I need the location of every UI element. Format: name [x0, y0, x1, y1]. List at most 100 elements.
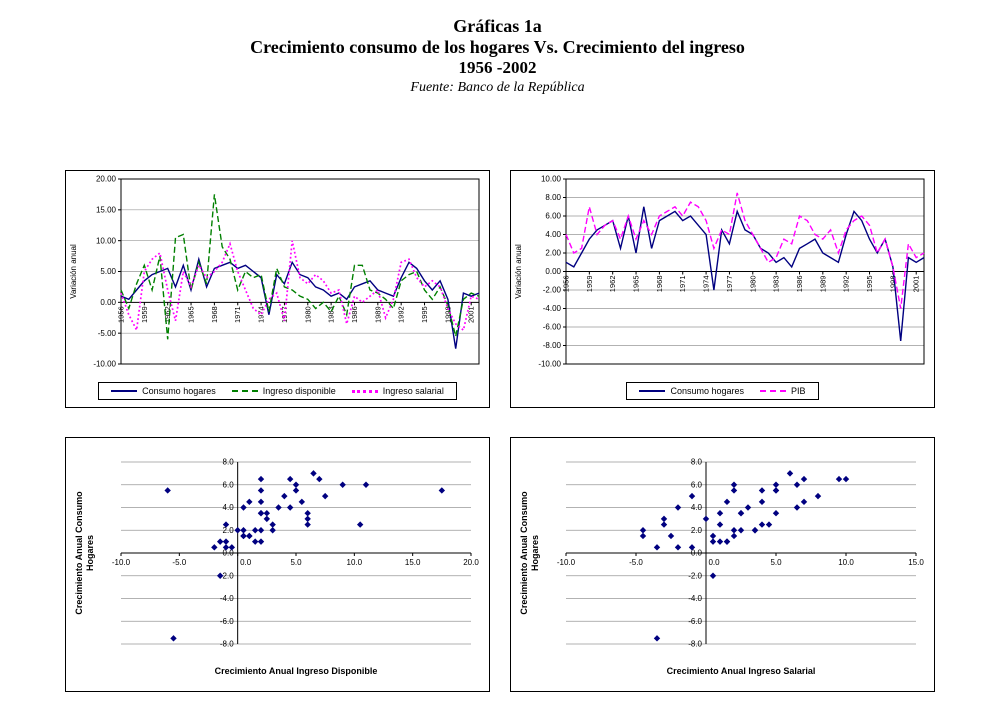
svg-text:-6.00: -6.00	[543, 323, 562, 332]
svg-text:5.0: 5.0	[290, 558, 302, 567]
svg-text:2.0: 2.0	[223, 526, 235, 535]
svg-text:1974: 1974	[702, 276, 711, 293]
legend-line-sample-dashed	[760, 390, 787, 392]
svg-text:Hogares: Hogares	[85, 535, 95, 571]
svg-text:1971: 1971	[678, 276, 687, 293]
legend-row: Consumo hogares PIB	[511, 382, 934, 400]
svg-text:Variación anual: Variación anual	[514, 244, 523, 299]
svg-text:0.0: 0.0	[240, 558, 252, 567]
svg-text:1998: 1998	[888, 276, 897, 293]
svg-text:6.0: 6.0	[691, 480, 703, 489]
svg-text:1992: 1992	[842, 276, 851, 293]
legend-label: Ingreso salarial	[382, 386, 444, 396]
svg-text:1998: 1998	[443, 306, 452, 323]
svg-text:1989: 1989	[818, 276, 827, 293]
line-chart-consumo-vs-pib: 10.00 8.00 6.00 4.00 2.00 0.00 -2.00 -4.00 -6.00…	[510, 170, 935, 408]
svg-text:1983: 1983	[772, 276, 781, 293]
svg-text:-8.0: -8.0	[220, 640, 234, 649]
svg-text:1995: 1995	[420, 306, 429, 323]
svg-text:10.00: 10.00	[96, 236, 117, 245]
svg-text:1971: 1971	[233, 306, 242, 323]
svg-text:2.0: 2.0	[691, 526, 703, 535]
legend-line-sample-dotted	[351, 389, 378, 393]
svg-text:1983: 1983	[327, 306, 336, 323]
legend-line-sample-solid	[111, 390, 138, 392]
svg-text:1959: 1959	[140, 306, 149, 323]
legend-item-pib: PIB	[760, 386, 806, 396]
svg-text:-10.00: -10.00	[538, 360, 561, 369]
svg-text:Variación anual: Variación anual	[69, 244, 78, 299]
svg-text:4.00: 4.00	[545, 230, 561, 239]
svg-text:-5.0: -5.0	[172, 558, 186, 567]
svg-text:15.0: 15.0	[908, 558, 924, 567]
svg-text:0.00: 0.00	[100, 298, 116, 307]
svg-text:1968: 1968	[655, 276, 664, 293]
svg-text:1956: 1956	[562, 276, 571, 293]
svg-text:0.0: 0.0	[708, 558, 720, 567]
svg-text:6.0: 6.0	[223, 480, 235, 489]
figure-header: Gráficas 1a Crecimiento consumo de los h…	[0, 16, 995, 96]
figure-title: Gráficas 1a	[453, 16, 542, 36]
svg-text:-2.0: -2.0	[220, 571, 234, 580]
scatter-consumo-vs-disponible-plot: 8.0 6.0 4.0 2.0 0.0 -2.0 -4.0 -6.0 -8.0 -10.0 -5.0…	[74, 458, 479, 676]
svg-text:-10.00: -10.00	[93, 360, 116, 369]
line-chart-consumo-vs-pib-plot: 10.00 8.00 6.00 4.00 2.00 0.00 -2.00 -4.00 -6.00…	[514, 175, 925, 369]
svg-text:0.00: 0.00	[545, 267, 561, 276]
svg-text:1959: 1959	[585, 276, 594, 293]
svg-text:20.0: 20.0	[463, 558, 479, 567]
svg-text:-8.0: -8.0	[688, 640, 702, 649]
svg-text:10.0: 10.0	[838, 558, 854, 567]
svg-text:1992: 1992	[397, 306, 406, 323]
svg-text:2001: 2001	[912, 276, 921, 293]
scatter-consumo-vs-salarial-plot: 8.0 6.0 4.0 2.0 0.0 -2.0 -4.0 -6.0 -8.0 -10.0 -5.0…	[519, 458, 924, 676]
legend-label: Consumo hogares	[670, 386, 745, 396]
legend-item-consumo-hogares: Consumo hogares	[111, 386, 216, 396]
legend-line-sample-solid	[639, 390, 666, 392]
svg-text:Crecimiento Anual Ingreso Sala: Crecimiento Anual Ingreso Salarial	[667, 666, 816, 676]
svg-text:2.00: 2.00	[545, 249, 561, 258]
svg-text:-8.00: -8.00	[543, 341, 562, 350]
line-chart-consumo-vs-ingresos: 20.00 15.00 10.00 5.00 0.00 -5.00 -10.00 1956 19…	[65, 170, 490, 408]
scatter-consumo-vs-disponible: 8.0 6.0 4.0 2.0 0.0 -2.0 -4.0 -6.0 -8.0 -10.0 -5.0…	[65, 437, 490, 692]
svg-text:-10.0: -10.0	[557, 558, 576, 567]
legend-line-sample-dashed	[231, 390, 258, 392]
legend-item-consumo-hogares: Consumo hogares	[639, 386, 744, 396]
svg-text:1977: 1977	[280, 306, 289, 323]
svg-text:-2.00: -2.00	[543, 286, 562, 295]
svg-text:1977: 1977	[725, 276, 734, 293]
svg-text:-6.0: -6.0	[688, 617, 702, 626]
figure-period: 1956 -2002	[458, 58, 537, 77]
svg-text:-4.00: -4.00	[543, 304, 562, 313]
scatter-consumo-vs-salarial: 8.0 6.0 4.0 2.0 0.0 -2.0 -4.0 -6.0 -8.0 -10.0 -5.0…	[510, 437, 935, 692]
svg-text:-2.0: -2.0	[688, 571, 702, 580]
svg-text:1980: 1980	[748, 276, 757, 293]
svg-text:1995: 1995	[865, 276, 874, 293]
svg-text:Crecimiento Anual Consumo: Crecimiento Anual Consumo	[74, 491, 84, 615]
svg-text:1986: 1986	[350, 306, 359, 323]
legend-label: PIB	[791, 386, 806, 396]
svg-text:10.0: 10.0	[347, 558, 363, 567]
svg-text:-10.0: -10.0	[112, 558, 131, 567]
svg-text:8.0: 8.0	[691, 458, 703, 467]
svg-text:-5.0: -5.0	[629, 558, 643, 567]
svg-text:6.00: 6.00	[545, 212, 561, 221]
svg-text:-5.00: -5.00	[98, 329, 117, 338]
svg-text:8.0: 8.0	[223, 458, 235, 467]
svg-text:2001: 2001	[467, 306, 476, 323]
line-chart-consumo-vs-ingresos-plot: 20.00 15.00 10.00 5.00 0.00 -5.00 -10.00 1956 19…	[69, 175, 480, 369]
svg-text:1968: 1968	[210, 306, 219, 323]
svg-text:-6.0: -6.0	[220, 617, 234, 626]
svg-text:-4.0: -4.0	[688, 594, 702, 603]
svg-text:1965: 1965	[187, 306, 196, 323]
svg-text:Crecimiento Anual Ingreso Disp: Crecimiento Anual Ingreso Disponible	[215, 666, 378, 676]
svg-text:8.00: 8.00	[545, 193, 561, 202]
svg-text:Crecimiento Anual Consumo: Crecimiento Anual Consumo	[519, 491, 529, 615]
svg-text:Hogares: Hogares	[530, 535, 540, 571]
svg-text:1980: 1980	[303, 306, 312, 323]
svg-text:1962: 1962	[608, 276, 617, 293]
svg-text:1965: 1965	[632, 276, 641, 293]
legend-label: Consumo hogares	[142, 386, 216, 396]
svg-text:15.0: 15.0	[405, 558, 421, 567]
svg-text:1986: 1986	[795, 276, 804, 293]
